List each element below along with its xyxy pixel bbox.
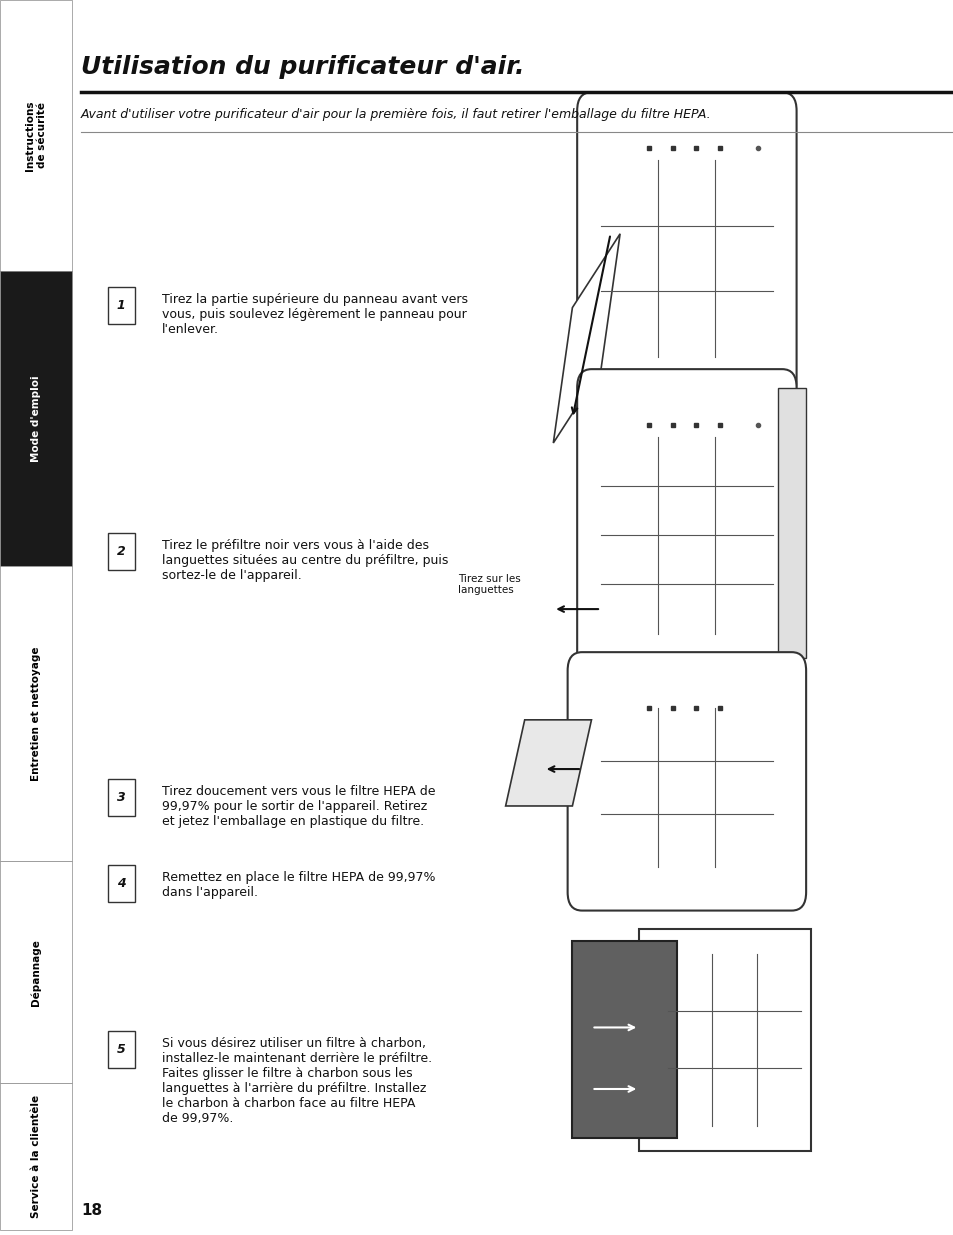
Text: Tirez la partie supérieure du panneau avant vers
vous, puis soulevez légèrement : Tirez la partie supérieure du panneau av… bbox=[162, 293, 468, 336]
Bar bbox=[0, 270, 71, 566]
Bar bbox=[572, 941, 677, 1139]
Bar bbox=[639, 929, 810, 1151]
Text: 4: 4 bbox=[116, 877, 126, 890]
Text: Tirez sur les
languettes: Tirez sur les languettes bbox=[457, 574, 520, 595]
Text: Instructions
de sécurité: Instructions de sécurité bbox=[25, 100, 47, 170]
Bar bbox=[0, 0, 71, 270]
Bar bbox=[0, 1083, 71, 1230]
Polygon shape bbox=[553, 233, 619, 443]
FancyBboxPatch shape bbox=[108, 864, 134, 902]
Text: Si vous désirez utiliser un filtre à charbon,
installez-le maintenant derrière l: Si vous désirez utiliser un filtre à cha… bbox=[162, 1037, 432, 1125]
Text: Service à la clientèle: Service à la clientèle bbox=[30, 1095, 41, 1218]
Text: Tirez doucement vers vous le filtre HEPA de
99,97% pour le sortir de l'appareil.: Tirez doucement vers vous le filtre HEPA… bbox=[162, 785, 436, 827]
Text: 3: 3 bbox=[116, 790, 126, 804]
Text: Tirez le préfiltre noir vers vous à l'aide des
languettes situées au centre du p: Tirez le préfiltre noir vers vous à l'ai… bbox=[162, 538, 448, 582]
Text: Remettez en place le filtre HEPA de 99,97%
dans l'appareil.: Remettez en place le filtre HEPA de 99,9… bbox=[162, 871, 436, 899]
Text: 5: 5 bbox=[116, 1044, 126, 1056]
Text: 2: 2 bbox=[116, 545, 126, 558]
FancyBboxPatch shape bbox=[577, 93, 796, 400]
Text: 1: 1 bbox=[116, 299, 126, 311]
FancyBboxPatch shape bbox=[108, 779, 134, 816]
Polygon shape bbox=[505, 720, 591, 806]
Text: Mode d'emploi: Mode d'emploi bbox=[30, 375, 41, 462]
Bar bbox=[0, 861, 71, 1083]
FancyBboxPatch shape bbox=[567, 652, 805, 910]
FancyBboxPatch shape bbox=[108, 1031, 134, 1068]
FancyBboxPatch shape bbox=[577, 369, 796, 677]
Bar bbox=[0, 566, 71, 861]
FancyBboxPatch shape bbox=[108, 532, 134, 569]
Text: Entretien et nettoyage: Entretien et nettoyage bbox=[30, 646, 41, 781]
Text: Utilisation du purificateur d'air.: Utilisation du purificateur d'air. bbox=[81, 56, 524, 79]
FancyBboxPatch shape bbox=[108, 287, 134, 324]
Bar bbox=[777, 388, 805, 658]
Text: Dépannage: Dépannage bbox=[30, 939, 41, 1005]
Text: Avant d'utiliser votre purificateur d'air pour la première fois, il faut retirer: Avant d'utiliser votre purificateur d'ai… bbox=[81, 109, 711, 121]
Text: 18: 18 bbox=[81, 1203, 102, 1218]
